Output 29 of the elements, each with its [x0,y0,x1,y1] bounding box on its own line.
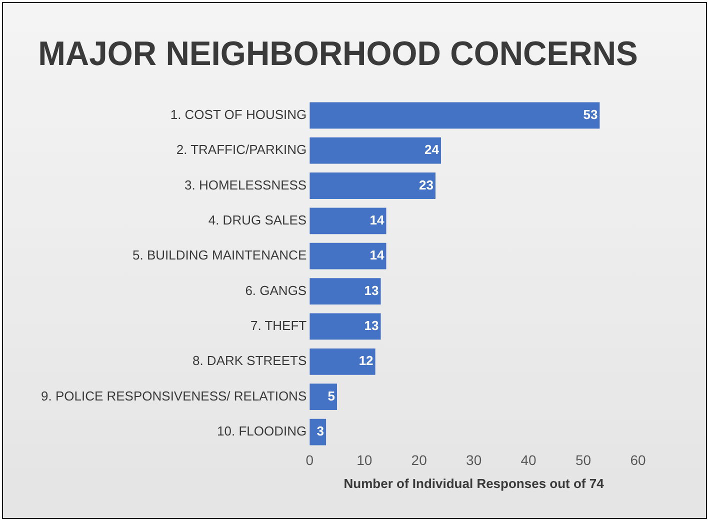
data-label: 5 [328,388,335,404]
x-tick-label: 0 [306,452,314,468]
y-tick-label: 5. BUILDING MAINTENANCE [132,248,307,263]
y-tick-label: 3. HOMELESSNESS [184,177,307,192]
chart-title: MAJOR NEIGHBORHOOD CONCERNS [38,35,638,73]
y-tick-label: 6. GANGS [245,282,307,298]
x-tick-label: 60 [630,452,646,468]
y-tick-label: 10. FLOODING [217,424,307,439]
x-tick-label: 40 [520,452,537,468]
y-tick-label: 1. COST OF HOUSING [170,106,307,122]
data-label: 53 [583,106,598,122]
data-label: 24 [424,142,440,158]
x-tick-label: 10 [356,452,372,468]
y-tick-label: 7. THEFT [250,318,307,334]
y-tick-label: 8. DARK STREETS [192,353,307,368]
x-tick-label: 20 [411,452,428,468]
data-label: 13 [364,318,379,334]
y-tick-label: 2. TRAFFIC/PARKING [176,142,307,158]
y-tick-label: 4. DRUG SALES [208,212,307,228]
x-axis-title: Number of Individual Responses out of 74 [344,476,605,491]
x-tick-label: 30 [466,452,482,468]
data-label: 14 [370,248,385,263]
data-label: 14 [370,212,385,228]
data-label: 12 [358,353,374,368]
data-label: 23 [419,177,434,192]
x-tick-label: 50 [575,452,592,468]
data-label: 3 [316,424,324,439]
y-tick-label: 9. POLICE RESPONSIVENESS/ RELATIONS [40,388,307,404]
data-label: 13 [364,282,379,298]
